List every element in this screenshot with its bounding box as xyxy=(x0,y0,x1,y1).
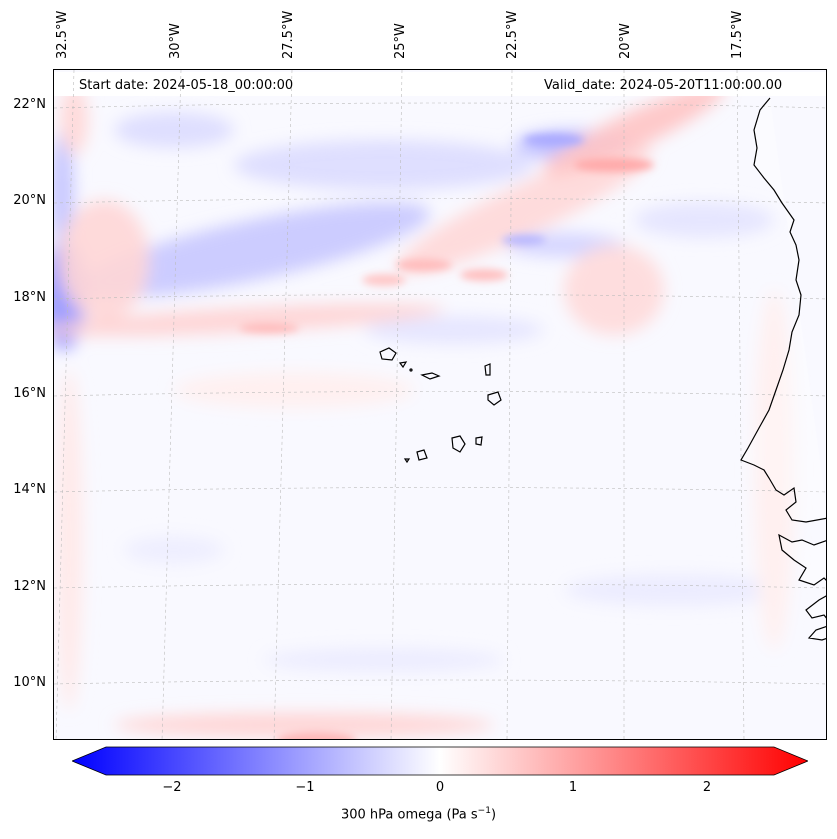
colorbar-tick-1: 1 xyxy=(568,780,578,795)
colorbar-tick-minus1: −1 xyxy=(295,780,315,795)
lat-label-12n: 12°N xyxy=(13,579,46,594)
lat-label-10n: 10°N xyxy=(13,675,46,690)
omega-field-blobs xyxy=(54,84,794,737)
cape-verde-islands xyxy=(379,347,502,464)
omega-field xyxy=(54,70,826,739)
lat-label-20n: 20°N xyxy=(13,193,46,208)
start-date-label: Start date: 2024-05-18_00:00:00 xyxy=(79,78,294,93)
lon-label-22-5w: 22.5°W xyxy=(505,10,520,59)
lat-label-14n: 14°N xyxy=(13,482,46,497)
colorbar-body xyxy=(72,746,808,776)
colorbar-tick-minus2: −2 xyxy=(162,780,182,795)
lat-label-22n: 22°N xyxy=(13,97,46,112)
lon-label-30w: 30°W xyxy=(168,23,183,59)
omega-field-small-cells xyxy=(239,134,654,739)
colorbar-label: 300 hPa omega (Pa s−1) xyxy=(340,806,497,823)
header-strip xyxy=(54,72,826,96)
valid-date-label: Valid_date: 2024-05-20T11:00:00.00 xyxy=(544,78,783,93)
lon-label-17-5w: 17.5°W xyxy=(730,10,745,59)
lon-label-25w: 25°W xyxy=(393,23,408,59)
graticule xyxy=(54,70,826,739)
africa-coastline xyxy=(740,97,826,641)
colorbar-tick-0: 0 xyxy=(435,780,445,795)
lon-label-27-5w: 27.5°W xyxy=(281,10,296,59)
colorbar-tick-2: 2 xyxy=(702,780,712,795)
omega-map-panel xyxy=(53,69,827,740)
lat-label-16n: 16°N xyxy=(13,386,46,401)
lon-label-20w: 20°W xyxy=(618,23,633,59)
colorbar xyxy=(72,746,808,776)
lon-label-32-5w: 32.5°W xyxy=(55,10,70,59)
lat-label-18n: 18°N xyxy=(13,290,46,305)
